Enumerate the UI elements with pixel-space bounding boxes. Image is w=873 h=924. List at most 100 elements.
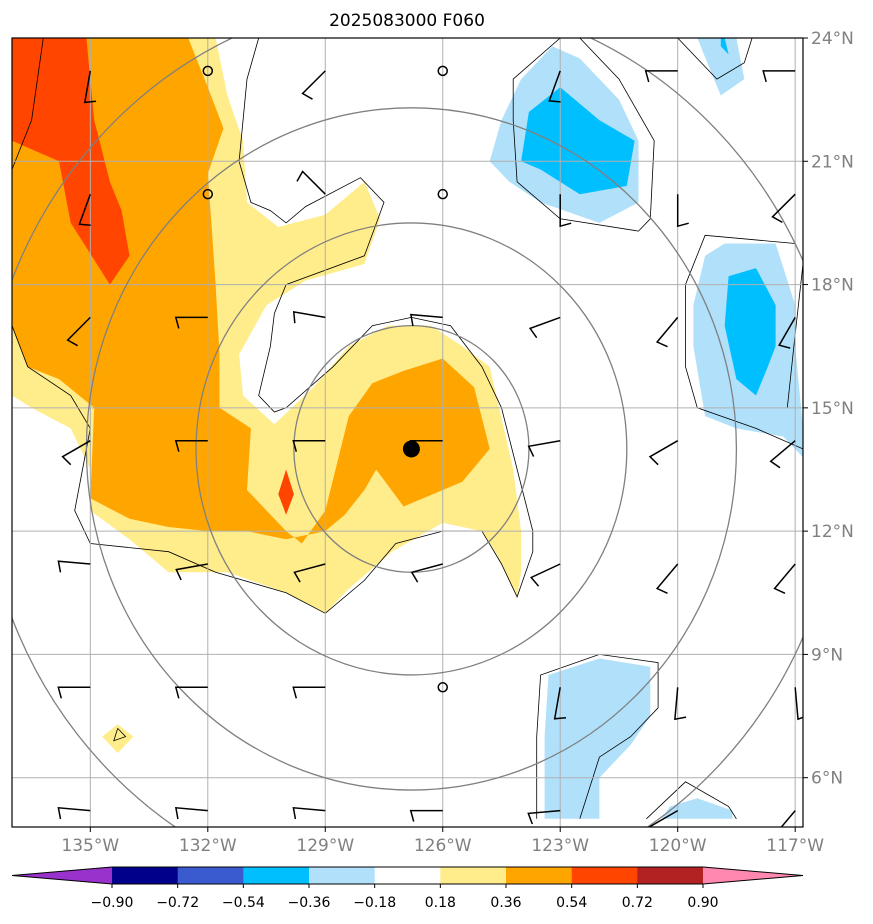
- wind-barb-15: [174, 316, 208, 329]
- chart-title: 2025083000 F060: [329, 11, 485, 31]
- wind-barb-calm-3: [437, 65, 448, 77]
- wind-barb-9: [296, 170, 326, 195]
- latitude-axis: 24°N 21°N 18°N 15°N 12°N 9°N 6°N: [803, 29, 854, 789]
- contour-line-layer: [12, 38, 803, 820]
- y-tick-label-2: 18°N: [811, 276, 854, 296]
- y-tick-label-1: 21°N: [811, 152, 854, 172]
- wind-barb-layer: [57, 65, 803, 827]
- colorbar-segment-8: [637, 867, 704, 884]
- shaded-region-2: [12, 38, 490, 544]
- wind-barb-37: [292, 686, 326, 699]
- wind-barb-30: [293, 563, 326, 583]
- colorbar-segment-2: [243, 867, 310, 884]
- wind-barb-calm-10: [437, 188, 448, 200]
- x-tick-label-4: 123°W: [531, 836, 589, 856]
- range-ring-2: [85, 107, 738, 791]
- contour-line-4: [677, 38, 753, 80]
- wind-barb-18: [528, 316, 561, 339]
- wind-barb-27: [769, 440, 796, 469]
- wind-barb-25: [527, 439, 561, 457]
- wind-barb-29: [175, 563, 208, 581]
- graticule-layer: [12, 38, 803, 827]
- wind-barb-11: [559, 194, 572, 228]
- contour-line-0: [12, 38, 44, 170]
- x-tick-label-1: 132°W: [179, 836, 237, 856]
- wind-barb-16: [292, 310, 326, 324]
- contour-line-7: [536, 653, 659, 819]
- colorbar-extend-low: [12, 867, 112, 884]
- wind-barb-39: [553, 687, 567, 720]
- wind-barb-21: [61, 440, 91, 466]
- colorbar: −0.90 −0.72 −0.54 −0.36 −0.18 0.18 0.36 0.54 0.7…: [11, 866, 804, 911]
- wind-barb-44: [292, 806, 326, 820]
- shaded-region-7: [697, 38, 745, 96]
- plot-frame: [11, 37, 804, 828]
- colorbar-label-3: −0.36: [288, 895, 331, 911]
- colorbar-label-9: 0.90: [687, 895, 718, 911]
- wind-barb-26: [648, 440, 679, 466]
- colorbar-segment-3: [309, 867, 376, 884]
- wind-barb-35: [57, 686, 91, 699]
- wind-barb-46: [527, 809, 561, 825]
- shaded-region-4: [278, 469, 294, 515]
- wind-barb-12: [676, 194, 689, 228]
- colorbar-label-7: 0.54: [556, 895, 587, 911]
- contour-line-1: [12, 38, 534, 614]
- colorbar-segment-7: [571, 867, 638, 884]
- wind-barb-19: [655, 316, 679, 348]
- wind-barb-7: [78, 193, 92, 226]
- storm-center-layer: [402, 440, 420, 458]
- colorbar-segment-1: [177, 867, 244, 884]
- x-tick-label-2: 129°W: [296, 836, 354, 856]
- wind-barb-40: [674, 687, 687, 721]
- colorbar-label-6: 0.36: [490, 895, 521, 911]
- wind-barb-32: [529, 563, 561, 587]
- x-tick-label-0: 135°W: [61, 836, 119, 856]
- wind-barb-48: [780, 810, 796, 827]
- shaded-region-12: [662, 798, 733, 819]
- colorbar-segment-6: [506, 867, 573, 884]
- wind-barb-14: [66, 316, 91, 347]
- colorbar-segment-5: [440, 867, 507, 884]
- wind-barb-22: [174, 439, 208, 452]
- contour-line-5: [685, 234, 803, 450]
- x-tick-label-3: 126°W: [414, 836, 472, 856]
- y-tick-label-6: 6°N: [811, 769, 843, 789]
- wind-barb-2: [301, 70, 326, 100]
- wind-barb-45: [409, 809, 443, 822]
- wind-barb-0: [83, 70, 97, 104]
- colorbar-label-8: 0.72: [622, 895, 653, 911]
- colorbar-label-0: −0.90: [91, 895, 134, 911]
- wind-barb-17: [409, 313, 443, 327]
- colorbar-label-2: −0.54: [222, 895, 265, 911]
- contour-line-2: [113, 728, 127, 742]
- wind-barb-calm-38: [437, 682, 448, 693]
- wind-barb-calm-8: [202, 188, 214, 200]
- wind-barb-42: [57, 806, 91, 820]
- x-tick-label-6: 117°W: [766, 836, 824, 856]
- wind-barb-23: [292, 439, 326, 452]
- colorbar-label-1: −0.72: [156, 895, 199, 911]
- y-tick-label-3: 15°N: [811, 399, 854, 419]
- colorbar-extend-high: [703, 867, 803, 884]
- wind-barb-20: [778, 317, 796, 349]
- wind-barb-36: [174, 686, 208, 699]
- map-plot-area: [11, 37, 804, 828]
- contour-line-3: [512, 38, 655, 232]
- wind-barb-4: [548, 70, 561, 103]
- colorbar-label-4: −0.18: [353, 895, 396, 911]
- y-tick-label-0: 24°N: [811, 29, 854, 49]
- wind-barb-28: [57, 560, 91, 573]
- wind-barb-5: [644, 70, 678, 83]
- wind-barb-43: [174, 806, 208, 820]
- shaded-field-layer: [12, 38, 803, 819]
- x-tick-label-5: 120°W: [649, 836, 707, 856]
- wind-barb-6: [762, 70, 796, 83]
- longitude-axis: 135°W 132°W 129°W 126°W 123°W 120°W 117°W: [61, 827, 824, 856]
- colorbar-label-5: 0.18: [425, 895, 456, 911]
- range-ring-1: [195, 222, 628, 676]
- y-tick-label-4: 12°N: [811, 522, 854, 542]
- storm-center-marker: [402, 440, 420, 458]
- wind-barb-41: [794, 687, 803, 721]
